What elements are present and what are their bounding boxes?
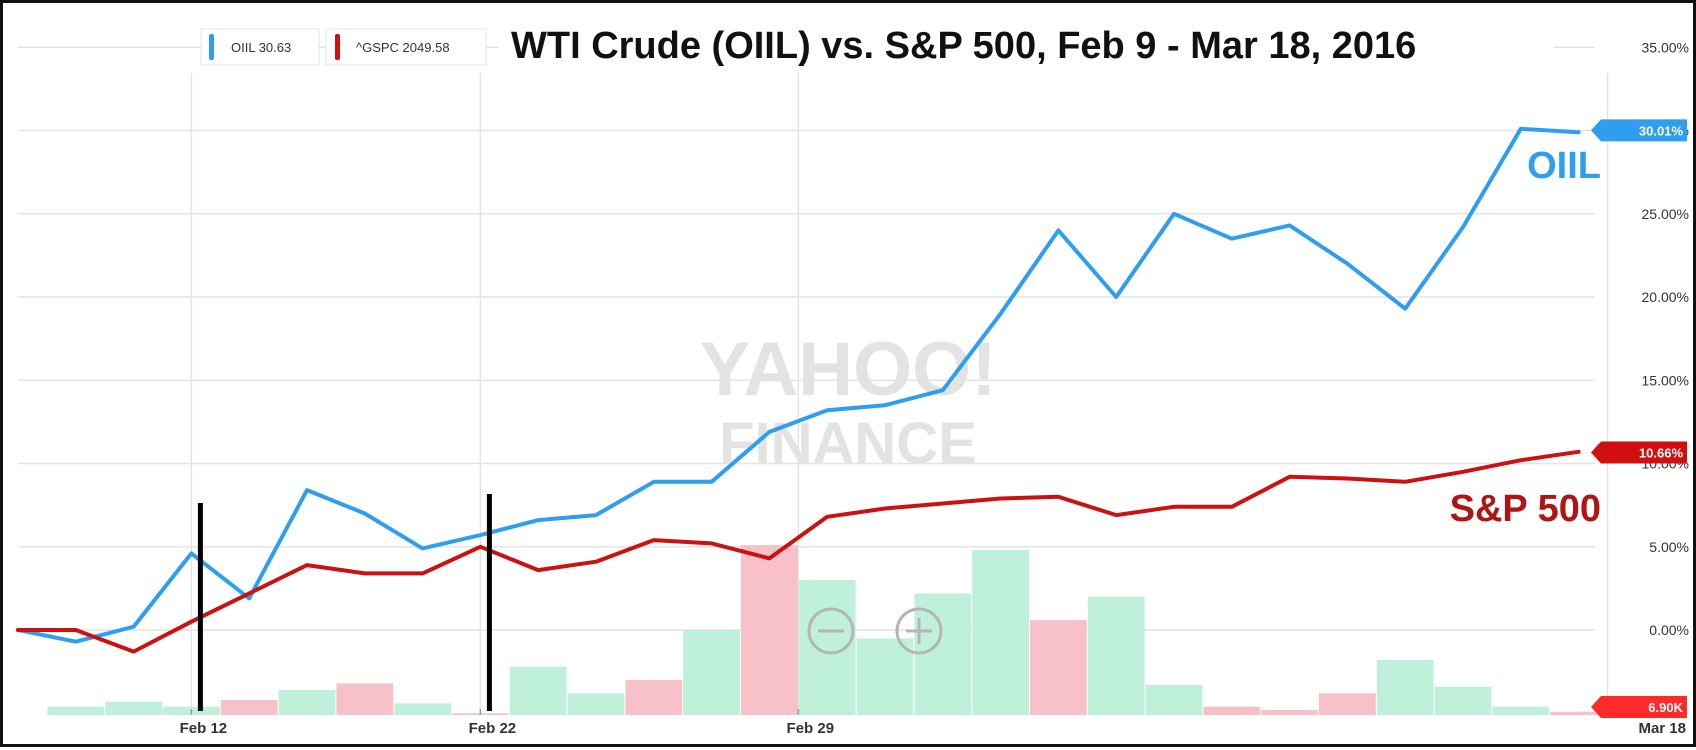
end-tag-oiil-text: 30.01% bbox=[1639, 123, 1684, 138]
zoom-out-icon bbox=[807, 607, 855, 655]
volume-tag-text: 6.90K bbox=[1648, 700, 1683, 715]
y-tick-label: 20.00% bbox=[1642, 289, 1689, 305]
volume-bar bbox=[1203, 706, 1261, 715]
volume-bar bbox=[105, 701, 162, 715]
volume-bar bbox=[220, 700, 278, 715]
zoom-out-button[interactable] bbox=[807, 607, 855, 655]
volume-bar bbox=[1145, 685, 1203, 715]
watermark-yahoo: YAHOO! bbox=[699, 327, 996, 412]
volume-bar bbox=[972, 550, 1029, 715]
grid bbox=[18, 46, 1609, 715]
volume-bar bbox=[914, 593, 972, 715]
volume-bar bbox=[1434, 686, 1492, 715]
legend-box-oiil bbox=[200, 28, 320, 66]
watermark-finance: FINANCE bbox=[719, 411, 977, 476]
legend-label-gspc: ^GSPC 2049.58 bbox=[356, 40, 450, 55]
volume-bar bbox=[47, 706, 105, 715]
series-line-oiil bbox=[16, 126, 1581, 644]
series-lines bbox=[16, 126, 1581, 654]
volume-bar bbox=[683, 630, 740, 715]
volume-bar bbox=[278, 690, 336, 715]
volume-bar bbox=[336, 683, 394, 715]
legend-swatch-oiil bbox=[209, 34, 214, 60]
end-tag-sp500-shape bbox=[1591, 441, 1687, 464]
annotation-markers bbox=[197, 494, 492, 711]
x-tick-label: Feb 29 bbox=[787, 720, 835, 737]
end-tags: 30.01% 10.66% 6.90K bbox=[1591, 119, 1687, 718]
y-tick-label: 0.00% bbox=[1649, 622, 1689, 638]
volume-bar bbox=[1261, 710, 1318, 715]
volume-bar bbox=[567, 693, 625, 715]
legend-label-oiil: OIIL 30.63 bbox=[231, 40, 291, 55]
series-labels: OIIL S&P 500 bbox=[1450, 145, 1601, 530]
volume-bar bbox=[1319, 693, 1376, 715]
volume-bar bbox=[625, 680, 683, 715]
volume-bar bbox=[1492, 706, 1550, 715]
y-tick-label: 25.00% bbox=[1642, 206, 1689, 222]
zoom-in-button[interactable] bbox=[895, 607, 943, 655]
y-tick-label: 5.00% bbox=[1649, 539, 1689, 555]
legend-box-gspc bbox=[325, 28, 487, 66]
series-label-sp500: S&P 500 bbox=[1450, 488, 1601, 530]
volume-bar bbox=[856, 638, 914, 715]
volume-bar bbox=[1030, 620, 1087, 715]
series-line-sp500 bbox=[16, 449, 1581, 654]
x-tick-label: Feb 22 bbox=[469, 720, 517, 737]
end-tag-oiil-shape bbox=[1591, 119, 1687, 142]
end-tag-sp500-text: 10.66% bbox=[1639, 446, 1684, 461]
volume-bar bbox=[1376, 660, 1434, 715]
x-axis: Feb 12 Feb 22 Feb 29 Mar 18 bbox=[180, 709, 1686, 737]
legend: OIIL 30.63 ^GSPC 2049.58 bbox=[200, 28, 487, 66]
series-label-oiil: OIIL bbox=[1527, 145, 1601, 187]
volume-bar bbox=[1550, 711, 1607, 715]
x-tick-label: Mar 18 bbox=[1638, 720, 1686, 737]
zoom-in-icon bbox=[895, 607, 943, 655]
volume-bar bbox=[1087, 596, 1145, 715]
chart-title: WTI Crude (OIIL) vs. S&P 500, Feb 9 - Ma… bbox=[511, 25, 1416, 67]
volume-bar bbox=[394, 703, 451, 715]
zoom-controls[interactable] bbox=[807, 607, 943, 655]
x-tick-label: Feb 12 bbox=[180, 720, 228, 737]
title-background bbox=[499, 15, 1554, 69]
y-tick-label: 15.00% bbox=[1642, 372, 1689, 388]
y-tick-label: 35.00% bbox=[1642, 39, 1689, 55]
volume-bar bbox=[509, 666, 567, 715]
legend-swatch-gspc bbox=[335, 34, 340, 60]
chart-svg: YAHOO! FINANCE 35.00%30.00%25.00%20.00%1… bbox=[16, 15, 1689, 737]
volume-tag-shape bbox=[1591, 696, 1687, 718]
volume-bar bbox=[741, 545, 798, 715]
watermark: YAHOO! FINANCE bbox=[699, 327, 996, 476]
